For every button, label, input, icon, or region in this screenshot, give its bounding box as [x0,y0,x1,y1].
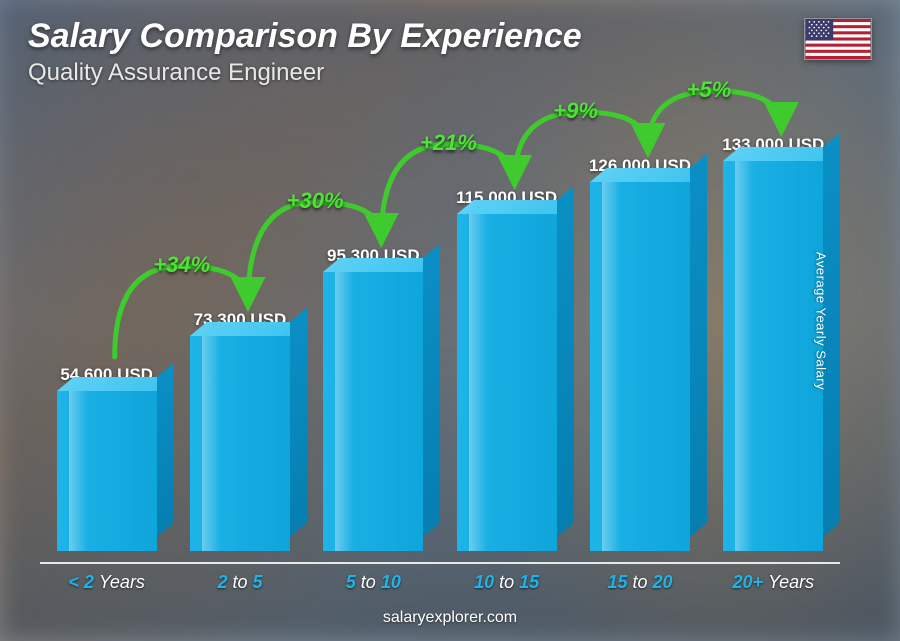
x-axis-label: 15 to 20 [579,572,700,593]
x-axis-label: < 2 Years [46,572,167,593]
bar-front-face [590,182,690,551]
bar [590,182,690,551]
bar-group: 115,000 USD [446,188,567,551]
percent-increase-label: +34% [153,252,210,278]
bar-shine [602,182,620,551]
x-axis-label: 20+ Years [713,572,834,593]
bar-side-face [157,363,174,537]
bar-group: 126,000 USD [579,156,700,551]
bar-top-face [57,377,174,391]
bar-shine [335,272,353,551]
bar [323,272,423,551]
bar-side-face [690,154,707,537]
bar-front-face [723,161,823,551]
bar [190,336,290,551]
bar-group: 73,300 USD [179,310,300,551]
title-block: Salary Comparison By Experience Quality … [28,18,582,87]
footer-credit: salaryexplorer.com [0,609,900,627]
bar-shine [469,214,487,551]
bar-side-face [423,244,440,537]
bar [57,391,157,551]
y-axis-label: Average Yearly Salary [813,251,828,389]
bar-side-face [290,308,307,537]
bar-side-face [557,186,574,537]
bar [457,214,557,551]
bar-front-face [323,272,423,551]
x-axis-label: 2 to 5 [179,572,300,593]
x-axis-label: 10 to 15 [446,572,567,593]
bar-top-face [457,200,574,214]
x-axis-label: 5 to 10 [313,572,434,593]
percent-increase-label: +30% [287,188,344,214]
bar-front-face [190,336,290,551]
header: Salary Comparison By Experience Quality … [28,18,872,87]
chart-title: Salary Comparison By Experience [28,18,582,55]
bar-shine [69,391,87,551]
bar-front-face [457,214,557,551]
x-axis: < 2 Years 2 to 5 5 to 10 10 to 15 15 to 20 20… [40,562,840,593]
bar-group: 54,600 USD [46,365,167,551]
us-flag-icon [804,18,872,60]
bar-chart: 54,600 USD 73,300 USD 95,300 USD 115,000… [40,110,840,551]
bar-front-face [57,391,157,551]
chart-subtitle: Quality Assurance Engineer [28,59,582,87]
percent-increase-label: +9% [553,98,598,124]
bar [723,161,823,551]
bar-group: 95,300 USD [313,246,434,551]
bar-shine [735,161,753,551]
bar-shine [202,336,220,551]
percent-increase-label: +21% [420,130,477,156]
